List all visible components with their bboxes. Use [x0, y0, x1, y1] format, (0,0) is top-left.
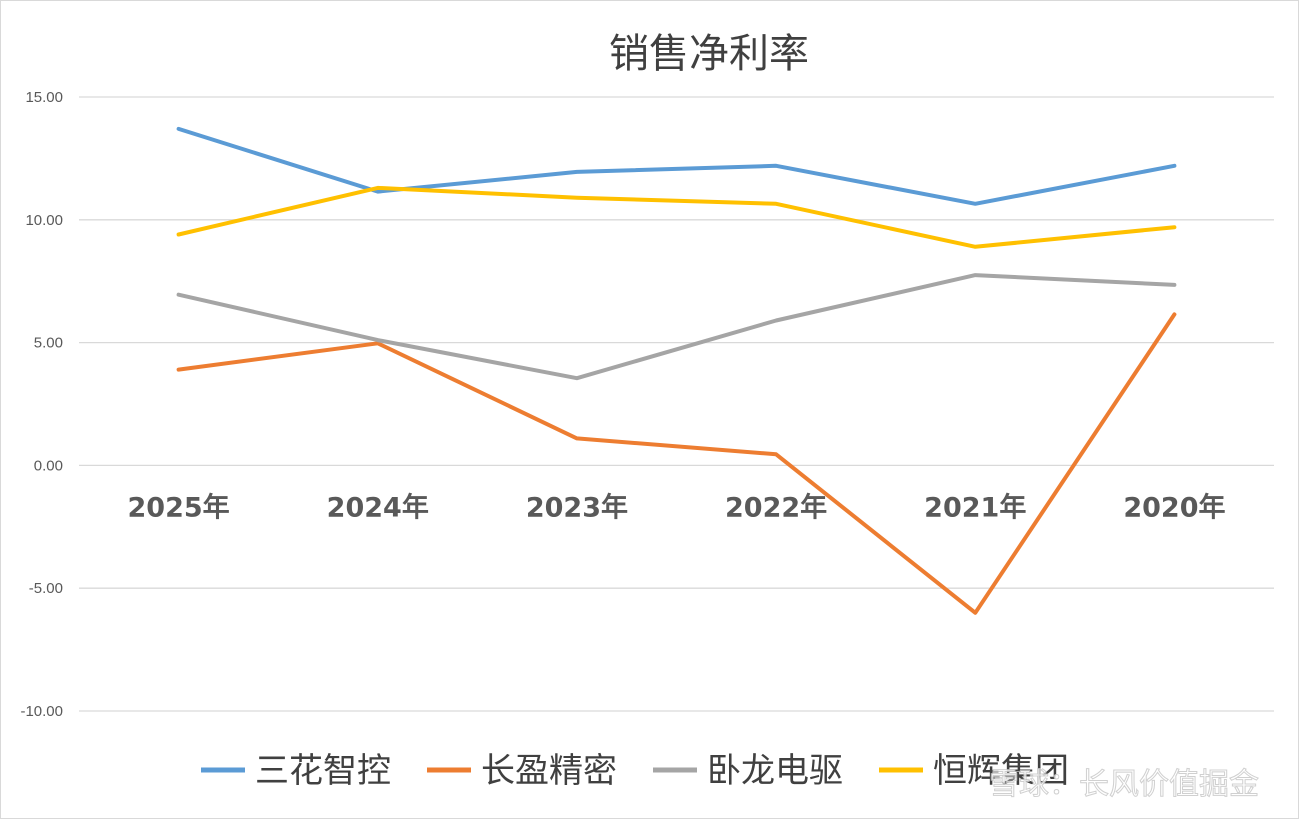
legend: 三花智控 长盈精密 卧龙电驱 恒辉集团 — [201, 751, 1069, 791]
y-tick-label: 5.00 — [34, 335, 63, 352]
legend-label: 卧龙电驱 — [707, 751, 843, 791]
y-tick-label: -10.00 — [20, 703, 63, 720]
x-tick-label: 2021年 — [924, 491, 1026, 523]
legend-label: 三花智控 — [255, 751, 391, 791]
legend-label: 恒辉集团 — [933, 751, 1069, 791]
chart-title: 销售净利率 — [609, 31, 809, 77]
y-tick-label: 10.00 — [25, 212, 63, 229]
series-lines — [176, 126, 1177, 615]
x-tick-label: 2022年 — [725, 491, 827, 523]
x-tick-label: 2020年 — [1123, 491, 1225, 523]
x-tick-label: 2024年 — [327, 491, 429, 523]
y-tick-label: -5.00 — [29, 580, 63, 597]
x-tick-label: 2023年 — [526, 491, 628, 523]
series-line — [176, 273, 1177, 381]
x-axis-ticks: 2025年 2024年 2023年 2022年 2021年 2020年 — [128, 491, 1226, 523]
y-tick-label: 15.00 — [25, 89, 63, 106]
legend-label: 长盈精密 — [481, 751, 617, 791]
series-line — [176, 312, 1177, 615]
grid-lines — [79, 96, 1274, 712]
series-line — [176, 126, 1177, 206]
series-line — [176, 185, 1177, 249]
y-tick-label: 0.00 — [34, 457, 63, 474]
x-tick-label: 2025年 — [128, 491, 230, 523]
watermark-text: 雪球：长风价值掘金 — [989, 767, 1259, 802]
y-axis-ticks: 15.00 10.00 5.00 0.00 -5.00 -10.00 — [20, 89, 63, 720]
